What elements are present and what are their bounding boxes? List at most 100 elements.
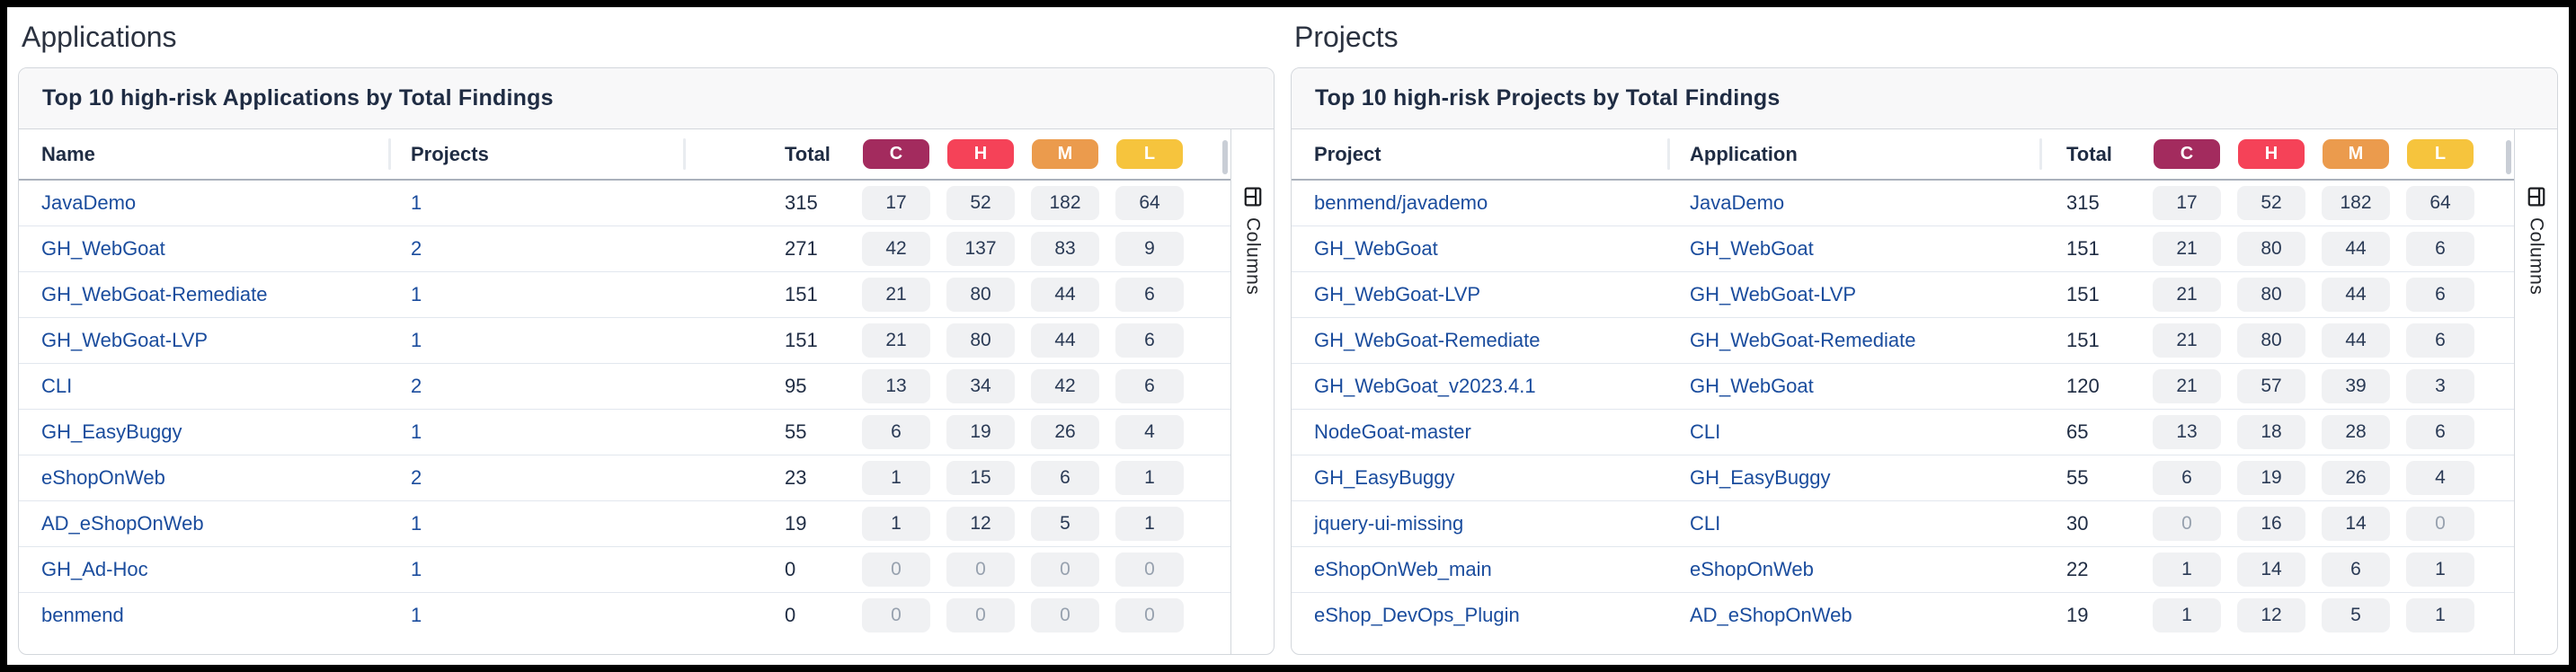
critical-count: 0 <box>862 597 930 632</box>
low-count: 6 <box>2406 277 2474 312</box>
table-row: benmend 1 0 0 0 0 0 <box>19 592 1230 638</box>
medium-count: 44 <box>1031 323 1099 358</box>
low-count: 0 <box>2406 506 2474 541</box>
application-name-link[interactable]: JavaDemo <box>41 190 137 214</box>
application-name-link[interactable]: benmend <box>41 603 124 626</box>
high-count: 16 <box>2237 506 2305 541</box>
table-row: GH_WebGoat-LVP GH_WebGoat-LVP 151 21 80 44 6 <box>1292 271 2514 317</box>
project-count-link[interactable]: 2 <box>411 236 422 260</box>
project-name-link[interactable]: benmend/javademo <box>1314 190 1488 214</box>
vertical-scrollbar-thumb[interactable] <box>1222 140 1228 174</box>
projects-table: Project Application Total C H M L benmen… <box>1292 129 2514 654</box>
column-header-low[interactable]: L <box>2398 129 2483 180</box>
column-header-medium[interactable]: M <box>2314 129 2398 180</box>
low-count: 64 <box>2406 185 2474 220</box>
medium-count: 0 <box>1031 552 1099 587</box>
low-count: 6 <box>2406 414 2474 449</box>
table-row: CLI 2 95 13 34 42 6 <box>19 363 1230 409</box>
vertical-scrollbar-thumb[interactable] <box>2506 140 2511 174</box>
applications-table: Name Projects Total C H M L JavaDemo 1 3 1 5… <box>19 129 1230 654</box>
low-count: 1 <box>2406 552 2474 587</box>
project-count-link[interactable]: 1 <box>411 511 422 535</box>
project-count-link[interactable]: 1 <box>411 190 422 214</box>
project-count-link[interactable]: 1 <box>411 557 422 580</box>
application-name-link[interactable]: CLI <box>41 374 73 397</box>
medium-severity-badge: M <box>1032 139 1098 169</box>
low-count: 64 <box>1115 185 1184 220</box>
total-findings-value: 22 <box>2066 557 2089 580</box>
total-findings-value: 23 <box>785 465 807 489</box>
columns-button[interactable]: Columns <box>2514 129 2557 654</box>
critical-count: 17 <box>2153 185 2221 220</box>
column-header-application[interactable]: Application <box>1667 129 2039 180</box>
project-count-link[interactable]: 1 <box>411 603 422 626</box>
application-name-link[interactable]: JavaDemo <box>1690 190 1785 214</box>
project-count-link[interactable]: 1 <box>411 282 422 305</box>
applications-card-header: Top 10 high-risk Applications by Total F… <box>19 68 1274 129</box>
application-name-link[interactable]: AD_eShopOnWeb <box>41 511 204 535</box>
application-name-link[interactable]: GH_WebGoat <box>1690 374 1814 397</box>
table-columns-icon <box>1244 187 1261 207</box>
medium-count: 182 <box>2322 185 2390 220</box>
project-count-link[interactable]: 2 <box>411 465 422 489</box>
project-count-link[interactable]: 1 <box>411 328 422 351</box>
application-name-link[interactable]: CLI <box>1690 511 1721 535</box>
application-name-link[interactable]: eShopOnWeb <box>1690 557 1814 580</box>
application-name-link[interactable]: GH_WebGoat-LVP <box>41 328 209 351</box>
column-header-total[interactable]: Total <box>683 129 854 180</box>
project-name-link[interactable]: GH_EasyBuggy <box>1314 465 1455 489</box>
project-name-link[interactable]: eShop_DevOps_Plugin <box>1314 603 1520 626</box>
critical-count: 21 <box>862 277 930 312</box>
critical-count: 6 <box>2153 460 2221 495</box>
total-findings-value: 151 <box>2066 282 2100 305</box>
critical-count: 21 <box>2153 323 2221 358</box>
medium-count: 6 <box>2322 552 2390 587</box>
low-count: 1 <box>2406 597 2474 632</box>
high-severity-badge: H <box>2238 139 2305 169</box>
high-count: 80 <box>2237 323 2305 358</box>
table-row: jquery-ui-missing CLI 30 0 16 14 0 <box>1292 500 2514 546</box>
high-count: 80 <box>2237 277 2305 312</box>
columns-button[interactable]: Columns <box>1230 129 1274 654</box>
project-count-link[interactable]: 2 <box>411 374 422 397</box>
application-name-link[interactable]: GH_EasyBuggy <box>41 420 182 443</box>
low-count: 0 <box>1115 597 1184 632</box>
project-name-link[interactable]: GH_WebGoat-Remediate <box>1314 328 1541 351</box>
project-name-link[interactable]: GH_WebGoat_v2023.4.1 <box>1314 374 1536 397</box>
project-name-link[interactable]: jquery-ui-missing <box>1314 511 1464 535</box>
project-name-link[interactable]: eShopOnWeb_main <box>1314 557 1492 580</box>
project-name-link[interactable]: GH_WebGoat-LVP <box>1314 282 1481 305</box>
application-name-link[interactable]: GH_EasyBuggy <box>1690 465 1831 489</box>
critical-count: 42 <box>862 231 930 266</box>
column-header-critical[interactable]: C <box>2145 129 2229 180</box>
project-name-link[interactable]: GH_WebGoat <box>1314 236 1438 260</box>
column-header-medium[interactable]: M <box>1023 129 1107 180</box>
column-header-critical[interactable]: C <box>854 129 938 180</box>
column-header-total[interactable]: Total <box>2039 129 2145 180</box>
application-name-link[interactable]: GH_WebGoat-Remediate <box>41 282 268 305</box>
application-name-link[interactable]: AD_eShopOnWeb <box>1690 603 1852 626</box>
application-name-link[interactable]: GH_WebGoat-Remediate <box>1690 328 1916 351</box>
application-name-link[interactable]: GH_WebGoat <box>1690 236 1814 260</box>
high-count: 19 <box>2237 460 2305 495</box>
application-name-link[interactable]: eShopOnWeb <box>41 465 165 489</box>
column-header-low[interactable]: L <box>1107 129 1192 180</box>
total-findings-value: 55 <box>785 420 807 443</box>
column-header-project[interactable]: Project <box>1314 142 1381 165</box>
medium-count: 28 <box>2322 414 2390 449</box>
projects-card-title: Top 10 high-risk Projects by Total Findi… <box>1315 85 1781 111</box>
column-header-high[interactable]: H <box>938 129 1023 180</box>
applications-header-row: Name Projects Total C H M L <box>19 129 1230 180</box>
medium-count: 26 <box>2322 460 2390 495</box>
column-header-name[interactable]: Name <box>41 142 95 165</box>
project-count-link[interactable]: 1 <box>411 420 422 443</box>
project-name-link[interactable]: NodeGoat-master <box>1314 420 1471 443</box>
application-name-link[interactable]: CLI <box>1690 420 1721 443</box>
column-header-high[interactable]: H <box>2229 129 2314 180</box>
column-header-projects[interactable]: Projects <box>388 129 683 180</box>
application-name-link[interactable]: GH_WebGoat <box>41 236 165 260</box>
critical-count: 13 <box>862 368 930 403</box>
application-name-link[interactable]: GH_WebGoat-LVP <box>1690 282 1857 305</box>
application-name-link[interactable]: GH_Ad-Hoc <box>41 557 148 580</box>
critical-count: 6 <box>862 414 930 449</box>
